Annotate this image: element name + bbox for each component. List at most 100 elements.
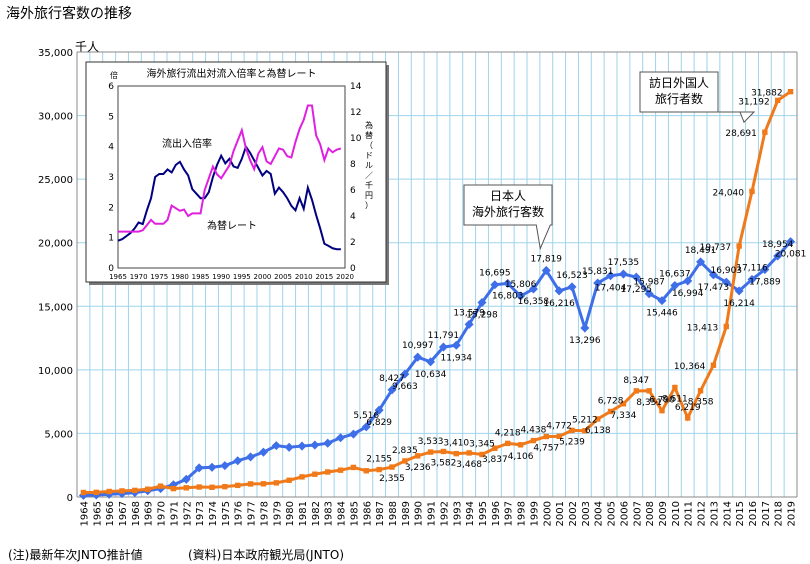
inset-x-tick: 2005: [274, 273, 292, 281]
data-label-outbound: 13,296: [569, 336, 601, 346]
inset-frame: [85, 61, 387, 283]
inset-chart: 海外旅行流出対流入倍率と為替レート倍0123456024681012141965…: [85, 61, 389, 285]
point-inbound: [517, 442, 524, 448]
x-tick-label: 1982: [311, 501, 322, 526]
data-label-outbound: 8,427: [379, 374, 405, 384]
x-tick-label: 1972: [182, 501, 193, 526]
point-outbound: [207, 462, 217, 472]
inset-x-tick: 1980: [171, 273, 189, 281]
data-label-inbound: 3,410: [443, 439, 469, 449]
inset-left-tick: 5: [108, 112, 114, 122]
x-tick-label: 1975: [221, 501, 232, 526]
y-tick-label: 35,000: [38, 48, 73, 59]
data-label-inbound: 6,790: [649, 396, 675, 406]
x-tick-label: 1971: [169, 501, 180, 526]
point-inbound: [183, 485, 189, 491]
x-tick-label: 1994: [465, 501, 476, 526]
point-outbound: [323, 438, 333, 448]
data-label-outbound: 16,637: [659, 269, 691, 279]
point-outbound: [670, 280, 680, 290]
y-tick-label: 20,000: [38, 239, 73, 250]
inset-right-tick: 10: [350, 134, 362, 144]
inset-x-tick: 1965: [109, 273, 127, 281]
data-label-outbound: 17,473: [698, 283, 730, 293]
inset-annotation-ratio: 流出入倍率: [162, 137, 212, 150]
x-tick-label: 2013: [709, 501, 720, 526]
data-label-outbound: 5,516: [353, 411, 379, 421]
point-inbound: [466, 450, 472, 456]
data-label-outbound: 17,295: [621, 285, 653, 295]
data-label-outbound: 15,298: [466, 310, 498, 320]
data-label-inbound: 19,737: [700, 243, 732, 253]
x-tick-label: 2016: [748, 501, 759, 526]
data-label-inbound: 6,138: [585, 426, 611, 436]
point-outbound: [618, 269, 628, 279]
point-outbound: [760, 265, 770, 275]
inset-x-tick: 1990: [212, 273, 230, 281]
point-inbound: [80, 489, 87, 496]
data-label-inbound: 28,691: [725, 129, 757, 139]
point-inbound: [273, 480, 279, 486]
data-label-inbound: 3,236: [405, 463, 431, 473]
y-tick-label: 10,000: [38, 366, 73, 377]
point-inbound: [260, 481, 267, 487]
x-tick-label: 2011: [684, 501, 695, 526]
x-tick-label: 2015: [735, 501, 746, 526]
point-inbound: [697, 388, 704, 394]
x-tick-label: 2000: [542, 501, 553, 526]
x-tick-label: 1979: [272, 501, 283, 526]
data-label-outbound: 11,934: [441, 353, 473, 363]
main-axes: [76, 51, 798, 498]
data-label-outbound: 16,216: [543, 299, 575, 309]
data-label-outbound: 18,491: [685, 246, 717, 256]
inset-x-tick: 1970: [130, 273, 148, 281]
point-inbound: [453, 450, 459, 457]
point-inbound: [427, 449, 434, 455]
x-tick-label: 1990: [414, 501, 425, 526]
data-label-inbound: 4,106: [508, 452, 534, 462]
point-inbound: [299, 474, 305, 480]
data-label-inbound: 3,582: [431, 458, 457, 468]
main-x-ticks: 1964 1965 1966 1967 1968 1969 1970 1971 1972 1973…: [79, 501, 797, 526]
callout-inbound-text: 訪日外国人: [649, 75, 709, 90]
callout-inbound-text: 旅行者数: [655, 91, 703, 106]
callout-outbound-box: [463, 184, 553, 251]
x-tick-label: 1969: [144, 501, 155, 526]
data-label-outbound: 17,819: [531, 254, 563, 264]
x-tick-label: 1995: [478, 501, 489, 526]
x-tick-label: 2005: [607, 501, 618, 526]
chart-title: 海外旅行客数の推移: [6, 6, 132, 22]
inset-series-fx: [118, 104, 342, 233]
point-inbound: [659, 407, 665, 414]
point-outbound: [631, 272, 641, 282]
point-outbound: [580, 323, 590, 333]
data-label-outbound: 16,358: [518, 297, 550, 307]
point-inbound: [530, 437, 537, 444]
point-inbound: [620, 401, 627, 407]
data-label-outbound: 10,997: [402, 341, 434, 351]
point-inbound: [582, 428, 588, 434]
data-label-inbound: 5,212: [572, 416, 598, 426]
x-tick-label: 2009: [658, 501, 669, 526]
point-outbound: [567, 282, 577, 292]
data-label-inbound: 7,334: [611, 411, 637, 421]
x-tick-label: 1965: [92, 501, 103, 526]
inset-right-label-char: 為: [365, 120, 373, 130]
x-tick-label: 1992: [439, 501, 450, 526]
point-inbound: [106, 488, 112, 495]
inset-x-tick: 2020: [336, 273, 354, 281]
point-outbound: [194, 463, 204, 473]
point-inbound: [762, 129, 768, 135]
source-note: (資料)日本政府観光局(JNTO): [188, 548, 345, 562]
point-inbound: [402, 458, 408, 464]
inset-title: 海外旅行流出対流入倍率と為替レート: [147, 67, 317, 80]
point-inbound: [556, 433, 562, 440]
data-label-inbound: 8,611: [662, 395, 688, 405]
point-inbound: [415, 453, 421, 459]
point-inbound: [569, 427, 575, 434]
inset-right-tick: 2: [350, 238, 356, 248]
callout-outbound-text: 海外旅行客数: [472, 204, 544, 219]
data-label-inbound: 5,239: [559, 437, 585, 447]
x-tick-label: 1986: [362, 501, 373, 526]
point-inbound: [363, 468, 369, 474]
